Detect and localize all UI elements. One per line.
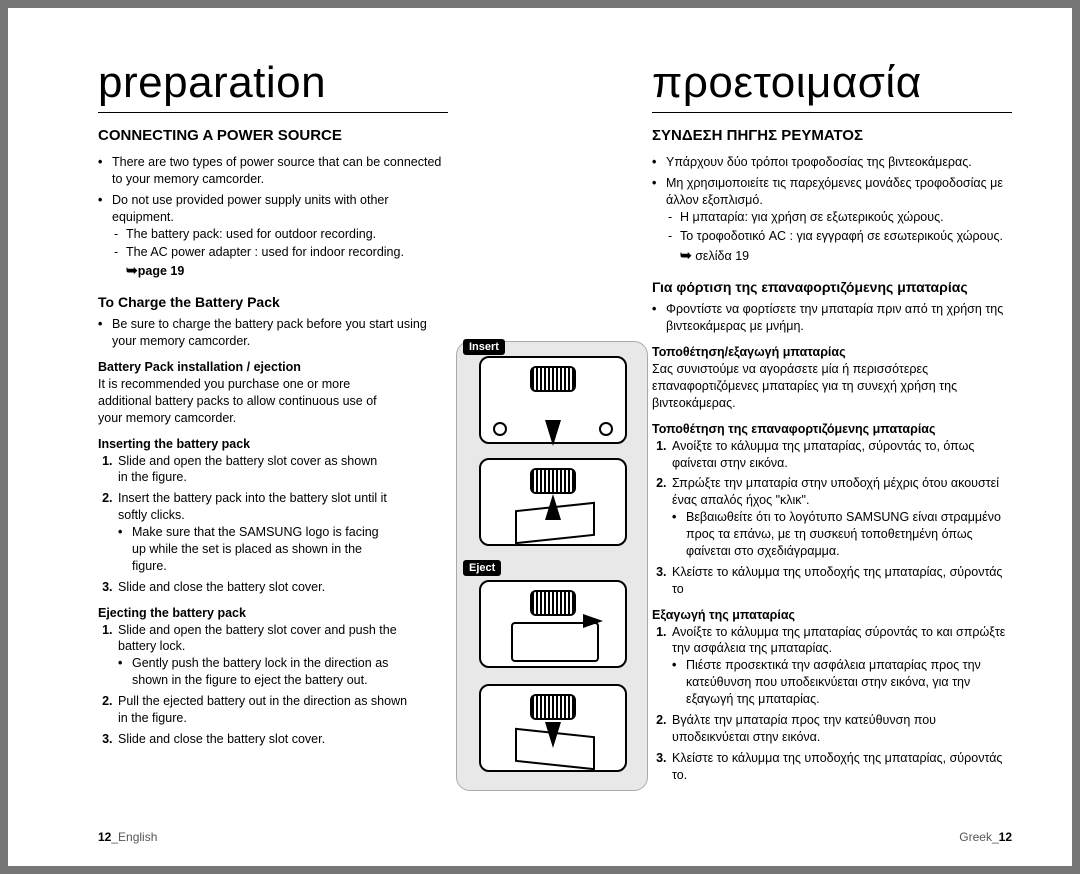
install-text-en: It is recommended you purchase one or mo… (98, 376, 388, 427)
intro-item-text: Μη χρησιμοποιείτε τις παρεχόμενες μονάδε… (666, 176, 1003, 207)
step-item: Slide and close the battery slot cover. (116, 731, 418, 748)
intro-item: Μη χρησιμοποιείτε τις παρεχόμενες μονάδε… (652, 175, 1012, 265)
charge-bullet-en: Be sure to charge the battery pack befor… (98, 316, 448, 350)
step-item: Κλείστε το κάλυμμα της υποδοχής της μπατ… (670, 750, 1012, 784)
device-illustration (479, 580, 627, 668)
section-heading-en: CONNECTING A POWER SOURCE (98, 127, 448, 144)
step-item: Ανοίξτε το κάλυμμα της μπαταρίας, σύροντ… (670, 438, 1012, 472)
arrow-up-icon (545, 494, 561, 520)
para-insert-en: Inserting the battery pack (98, 437, 448, 451)
arrow-down-icon (545, 420, 561, 446)
arrow-down-icon (545, 722, 561, 748)
intro-item: There are two types of power source that… (98, 154, 448, 188)
footer-lang: _English (111, 830, 157, 844)
step-item: Slide and open the battery slot cover an… (116, 622, 418, 690)
page-title-el: προετοιμασία (652, 58, 1012, 113)
step-sub-item: Πιέστε προσεκτικά την ασφάλεια μπαταρίας… (672, 657, 1012, 708)
manual-page: preparation CONNECTING A POWER SOURCE Th… (8, 8, 1072, 866)
charge-bullet-el: Φροντίστε να φορτίσετε την μπαταρία πριν… (652, 301, 1012, 335)
step-item: Slide and close the battery slot cover. (116, 579, 388, 596)
figure-label-eject: Eject (463, 560, 501, 576)
install-text-el: Σας συνιστούμε να αγοράσετε μία ή περισσ… (652, 361, 1012, 412)
step-item: Κλείστε το κάλυμμα της υποδοχής της μπατ… (670, 564, 1012, 598)
subheading-charge-el: Για φόρτιση της επαναφορτιζόμενης μπαταρ… (652, 279, 1012, 295)
step-sub-item: Make sure that the SAMSUNG logo is facin… (118, 524, 388, 575)
figure-label-insert: Insert (463, 339, 505, 355)
step-item: Insert the battery pack into the battery… (116, 490, 388, 574)
para-eject-el: Εξαγωγή της μπαταρίας (652, 608, 1012, 622)
insert-steps-en: Slide and open the battery slot cover as… (98, 453, 388, 596)
step-sub-item: Βεβαιωθείτε ότι το λογότυπο SAMSUNG είνα… (672, 509, 1012, 560)
step-item: Slide and open the battery slot cover as… (116, 453, 388, 487)
step-item: Ανοίξτε το κάλυμμα της μπαταρίας σύροντά… (670, 624, 1012, 708)
insert-steps-el: Ανοίξτε το κάλυμμα της μπαταρίας, σύροντ… (652, 438, 1012, 598)
page-ref-arrow-icon: ➥ (680, 247, 692, 263)
para-eject-en: Ejecting the battery pack (98, 606, 448, 620)
para-insert-el: Τοποθέτηση της επαναφορτιζόμενης μπαταρί… (652, 422, 1012, 436)
intro-item: Υπάρχουν δύο τρόποι τροφοδοσίας της βιντ… (652, 154, 1012, 171)
para-install-el: Τοποθέτηση/εξαγωγή μπαταρίας (652, 345, 1012, 359)
step-item: Σπρώξτε την μπαταρία στην υποδοχή μέχρις… (670, 475, 1012, 559)
page-ref: σελίδα 19 (695, 249, 749, 263)
footer-lang: Greek_ (959, 830, 998, 844)
step-sub-item: Gently push the battery lock in the dire… (118, 655, 418, 689)
subheading-charge-en: To Charge the Battery Pack (98, 294, 448, 310)
battery-figure: Insert Eject (456, 341, 648, 791)
eject-steps-el: Ανοίξτε το κάλυμμα της μπαταρίας σύροντά… (652, 624, 1012, 784)
page-number: 12 (999, 830, 1012, 844)
column-english: preparation CONNECTING A POWER SOURCE Th… (98, 58, 458, 836)
intro-item-text: Do not use provided power supply units w… (112, 193, 389, 224)
footer-en: 12_English (98, 830, 157, 844)
page-number: 12 (98, 830, 111, 844)
para-install-en: Battery Pack installation / ejection (98, 360, 448, 374)
intro-sub-item: The battery pack: used for outdoor recor… (112, 226, 448, 243)
intro-sub-item: Η μπαταρία: για χρήση σε εξωτερικούς χώρ… (666, 209, 1012, 226)
intro-list-en: There are two types of power source that… (98, 154, 448, 280)
intro-sub-item: Το τροφοδοτικό AC : για εγγραφή σε εσωτε… (666, 228, 1012, 245)
column-greek: προετοιμασία ΣΥΝΔΕΣΗ ΠΗΓΗΣ ΡΕΥΜΑΤΟΣ Υπάρ… (642, 58, 1012, 836)
intro-list-el: Υπάρχουν δύο τρόποι τροφοδοσίας της βιντ… (652, 154, 1012, 265)
page-title-en: preparation (98, 58, 448, 113)
intro-sub-item: The AC power adapter : used for indoor r… (112, 244, 448, 280)
step-item: Βγάλτε την μπαταρία προς την κατεύθυνση … (670, 712, 1012, 746)
page-ref-arrow-icon: ➥ (126, 262, 138, 278)
arrow-right-icon (583, 614, 603, 628)
footer-el: Greek_12 (959, 830, 1012, 844)
section-heading-el: ΣΥΝΔΕΣΗ ΠΗΓΗΣ ΡΕΥΜΑΤΟΣ (652, 127, 1012, 144)
eject-steps-en: Slide and open the battery slot cover an… (98, 622, 418, 748)
intro-item: Do not use provided power supply units w… (98, 192, 448, 280)
page-ref: page 19 (138, 264, 185, 278)
step-item: Pull the ejected battery out in the dire… (116, 693, 418, 727)
